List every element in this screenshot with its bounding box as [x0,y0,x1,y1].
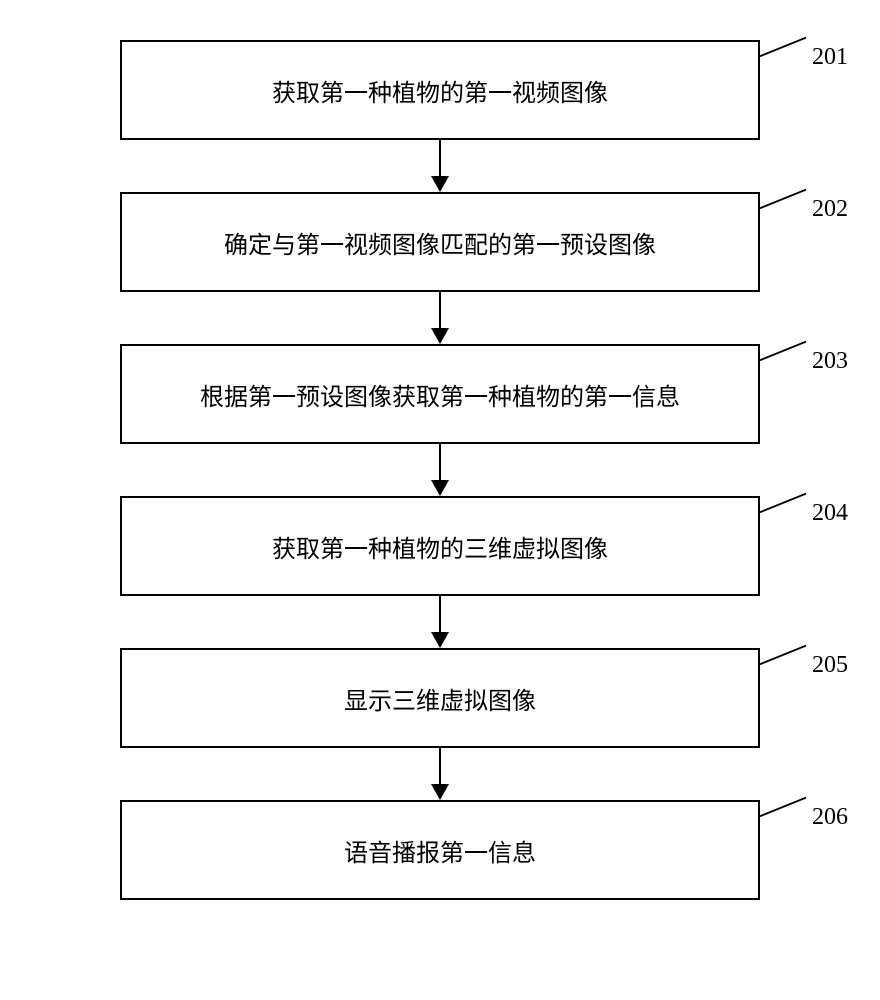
flow-step-box: 根据第一预设图像获取第一种植物的第一信息 203 [120,344,760,444]
step-number: 203 [812,348,848,375]
lead-line [758,797,806,834]
step-wrap: 显示三维虚拟图像 205 [60,648,820,800]
lead-line [758,37,806,74]
arrow-line [439,292,442,328]
flow-step-box: 获取第一种植物的三维虚拟图像 204 [120,496,760,596]
arrow-head [431,784,449,800]
step-wrap: 获取第一种植物的三维虚拟图像 204 [60,496,820,648]
lead-line [758,645,806,682]
arrow-head [431,480,449,496]
arrow-head [431,328,449,344]
step-text: 获取第一种植物的三维虚拟图像 [272,529,608,564]
step-wrap: 确定与第一视频图像匹配的第一预设图像 202 [60,192,820,344]
lead-line [758,189,806,226]
flow-step-box: 语音播报第一信息 206 [120,800,760,900]
step-number: 205 [812,652,848,679]
step-number: 201 [812,44,848,71]
step-number: 202 [812,196,848,223]
step-label-group: 201 [758,52,848,74]
step-wrap: 语音播报第一信息 206 [60,800,820,900]
step-number: 206 [812,804,848,831]
arrow-down-icon [431,292,449,344]
step-text: 确定与第一视频图像匹配的第一预设图像 [224,225,656,260]
flow-step-box: 显示三维虚拟图像 205 [120,648,760,748]
lead-line [758,493,806,530]
arrow-head [431,176,449,192]
flow-step-box: 确定与第一视频图像匹配的第一预设图像 202 [120,192,760,292]
arrow-head [431,632,449,648]
arrow-line [439,444,442,480]
step-text: 获取第一种植物的第一视频图像 [272,73,608,108]
arrow-down-icon [431,444,449,496]
arrow-down-icon [431,140,449,192]
step-label-group: 203 [758,356,848,378]
step-text: 根据第一预设图像获取第一种植物的第一信息 [200,377,680,412]
step-label-group: 205 [758,660,848,682]
flowchart-container: 获取第一种植物的第一视频图像 201 确定与第一视频图像匹配的第一预设图像 20… [60,40,820,900]
arrow-down-icon [431,748,449,800]
arrow-line [439,596,442,632]
arrow-line [439,748,442,784]
lead-line [758,341,806,378]
step-label-group: 202 [758,204,848,226]
step-text: 语音播报第一信息 [344,833,536,868]
arrow-line [439,140,442,176]
step-wrap: 根据第一预设图像获取第一种植物的第一信息 203 [60,344,820,496]
step-wrap: 获取第一种植物的第一视频图像 201 [60,40,820,192]
step-number: 204 [812,500,848,527]
step-label-group: 204 [758,508,848,530]
step-label-group: 206 [758,812,848,834]
flow-step-box: 获取第一种植物的第一视频图像 201 [120,40,760,140]
step-text: 显示三维虚拟图像 [344,681,536,716]
arrow-down-icon [431,596,449,648]
